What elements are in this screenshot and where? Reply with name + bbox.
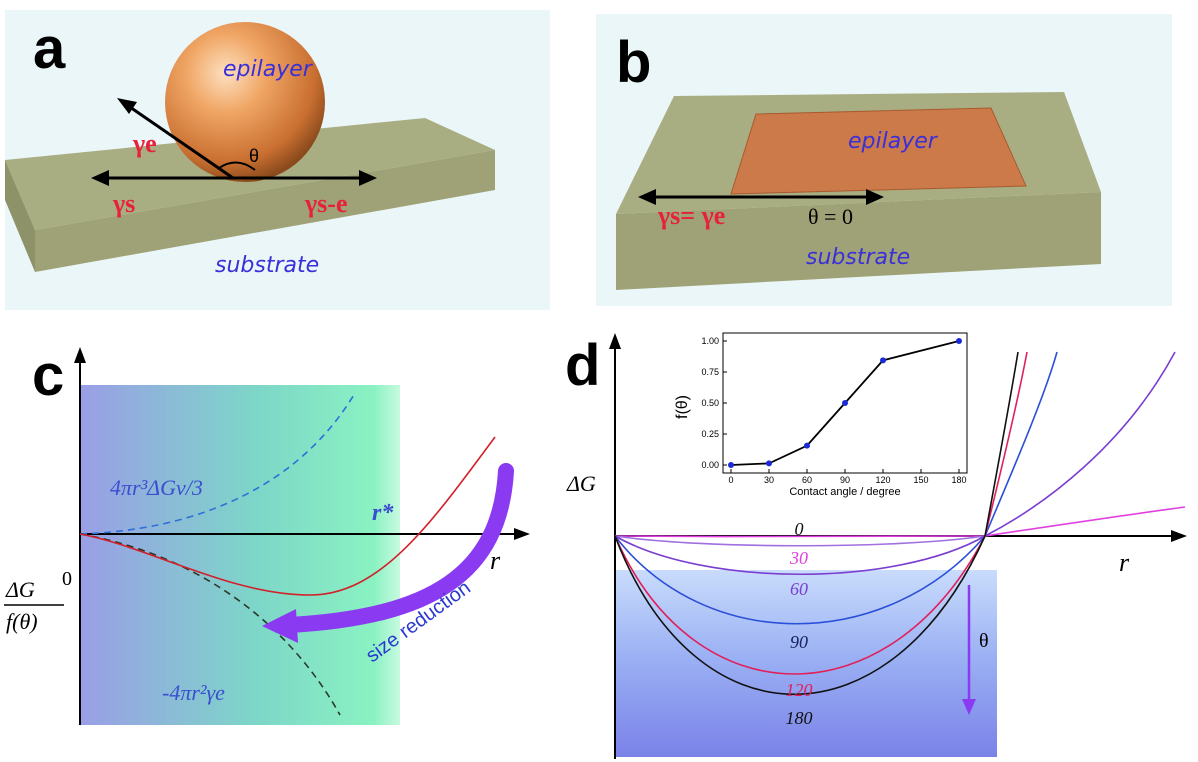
curve-theta-60 bbox=[614, 535, 986, 576]
inset-xtick-label: 180 bbox=[951, 475, 966, 485]
panel-b-letter: b bbox=[616, 30, 651, 95]
rise-theta-180 bbox=[984, 351, 1019, 537]
inset-data-point bbox=[728, 462, 734, 468]
rise-theta-0 bbox=[984, 506, 1186, 537]
curve-label-120: 120 bbox=[786, 680, 813, 700]
epilayer-sphere bbox=[165, 22, 325, 182]
epilayer-label: epilayer bbox=[223, 57, 314, 82]
size-reduction-arrow bbox=[282, 463, 514, 633]
inset-chart: 0 30 60 90 120 150 180 0.00 0.25 0.50 0.75 1.00 Con… bbox=[674, 332, 968, 498]
inset-xtick-label: 60 bbox=[802, 475, 812, 485]
curve-label-30: 30 bbox=[789, 548, 808, 568]
d-xlabel: r bbox=[1119, 548, 1130, 577]
panel-d-letter: d bbox=[565, 333, 600, 398]
critical-radius-label: r* bbox=[372, 500, 394, 526]
inset-data-points bbox=[728, 338, 962, 468]
d-x-axis-arrowhead bbox=[1171, 530, 1187, 542]
rise-theta-90 bbox=[984, 351, 1058, 537]
inset-ytick-label: 0.75 bbox=[701, 367, 719, 377]
rise-theta-120 bbox=[984, 351, 1028, 537]
inset-xlabel: Contact angle / degree bbox=[789, 486, 900, 498]
inset-ytick-label: 0.50 bbox=[701, 398, 719, 408]
d-ylabel: ΔG bbox=[566, 471, 596, 496]
panel-a: a epilayer θ γe γs γs-e substrate bbox=[5, 10, 550, 310]
inset-ylabel: f(θ) bbox=[674, 395, 691, 419]
curve-theta-90 bbox=[614, 535, 986, 625]
inset-xtick-label: 90 bbox=[840, 475, 850, 485]
volume-term-curve bbox=[79, 392, 356, 535]
inset-ytick-label: 0.00 bbox=[701, 460, 719, 470]
inset-data-point bbox=[804, 442, 810, 449]
inset-xtick-label: 0 bbox=[728, 475, 733, 485]
gamma-e-vector bbox=[126, 103, 234, 180]
c-ylabel-denominator: f(θ) bbox=[6, 609, 38, 634]
volume-term-label: 4πr³ΔGv/3 bbox=[110, 475, 203, 500]
substrate-b-label: substrate bbox=[806, 245, 910, 270]
curve-label-0: 0 bbox=[795, 519, 804, 539]
contact-angle-arc bbox=[218, 161, 256, 171]
inset-ticks: 0 30 60 90 120 150 180 0.00 0.25 0.50 0.75 1.00 bbox=[701, 336, 966, 485]
c-origin-label: 0 bbox=[62, 568, 72, 590]
inset-data-point bbox=[842, 400, 848, 406]
theta-zero-label: θ = 0 bbox=[808, 204, 853, 229]
inset-xtick-label: 150 bbox=[913, 475, 928, 485]
c-ylabel-numerator: ΔG bbox=[5, 577, 35, 602]
gamma-b-right-arrowhead bbox=[866, 189, 884, 205]
inset-ytick-label: 0.25 bbox=[701, 429, 719, 439]
surface-term-curve bbox=[79, 533, 341, 716]
inset-xtick-label: 30 bbox=[764, 475, 774, 485]
curve-theta-120 bbox=[614, 535, 986, 675]
inset-ytick-label: 1.00 bbox=[701, 336, 719, 346]
c-xlabel: r bbox=[490, 546, 501, 575]
panel-a-svg: a epilayer θ γe γs γs-e substrate bbox=[5, 10, 550, 310]
curve-label-60: 60 bbox=[790, 579, 808, 599]
epilayer-film bbox=[730, 107, 1027, 195]
c-x-axis-arrowhead bbox=[514, 528, 530, 540]
inset-data-point bbox=[956, 338, 962, 344]
gamma-equal-label: γs= γe bbox=[657, 201, 725, 230]
inset-data-point bbox=[880, 357, 886, 364]
epilayer-b-label: epilayer bbox=[848, 129, 939, 154]
total-energy-curve bbox=[79, 436, 496, 596]
size-reduction-arrowhead bbox=[262, 609, 298, 643]
curve-theta-0 bbox=[614, 535, 986, 538]
curve-theta-180 bbox=[614, 535, 986, 696]
d-y-axis-arrowhead bbox=[609, 333, 621, 349]
gamma-se-label: γs-e bbox=[304, 189, 347, 218]
theta-direction-arrowhead bbox=[962, 699, 976, 715]
panel-c: c ΔG f(θ) 0 r 4πr³ΔGv/3 -4πr²γe r* size … bbox=[0, 325, 545, 755]
substrate-front-face bbox=[35, 150, 495, 272]
surface-term-label: -4πr²γe bbox=[162, 680, 225, 705]
panel-b-svg: b epilayer γs= γe θ = 0 substrate bbox=[596, 14, 1172, 306]
gamma-se-arrowhead bbox=[359, 170, 377, 186]
theta-direction-label: θ bbox=[979, 630, 989, 652]
gamma-e-label: γe bbox=[132, 129, 157, 158]
gamma-s-arrowhead bbox=[91, 170, 109, 186]
panel-b: b epilayer γs= γe θ = 0 substrate bbox=[596, 14, 1172, 306]
theta-label: θ bbox=[249, 146, 259, 166]
c-y-axis-arrowhead bbox=[74, 347, 86, 363]
panel-d-shaded-region bbox=[615, 570, 997, 757]
panel-c-svg: c ΔG f(θ) 0 r 4πr³ΔGv/3 -4πr²γe r* size … bbox=[4, 343, 530, 725]
rise-theta-30 bbox=[984, 351, 1176, 537]
panel-d-svg: d ΔG r 0 30 60 90 120 180 θ 0 30 60 90 120 15… bbox=[565, 332, 1187, 759]
curve-theta-30 bbox=[614, 535, 986, 547]
gamma-b-left-arrowhead bbox=[638, 189, 656, 205]
substrate-side-face bbox=[5, 160, 35, 272]
inset-data-point bbox=[766, 460, 772, 467]
gamma-s-label: γs bbox=[112, 189, 135, 218]
substrate-b-front-face bbox=[616, 192, 1101, 290]
panel-c-letter: c bbox=[32, 343, 64, 408]
inset-xtick-label: 120 bbox=[875, 475, 890, 485]
gamma-e-arrowhead bbox=[117, 98, 137, 114]
curve-label-90: 90 bbox=[790, 632, 808, 652]
inset-data-line bbox=[730, 340, 960, 466]
panel-c-shaded-region bbox=[80, 385, 400, 725]
panel-d: d ΔG r 0 30 60 90 120 180 θ 0 30 60 90 120 15… bbox=[545, 315, 1198, 762]
panel-a-letter: a bbox=[33, 16, 66, 81]
curve-label-180: 180 bbox=[786, 708, 813, 728]
substrate-label: substrate bbox=[215, 253, 319, 278]
